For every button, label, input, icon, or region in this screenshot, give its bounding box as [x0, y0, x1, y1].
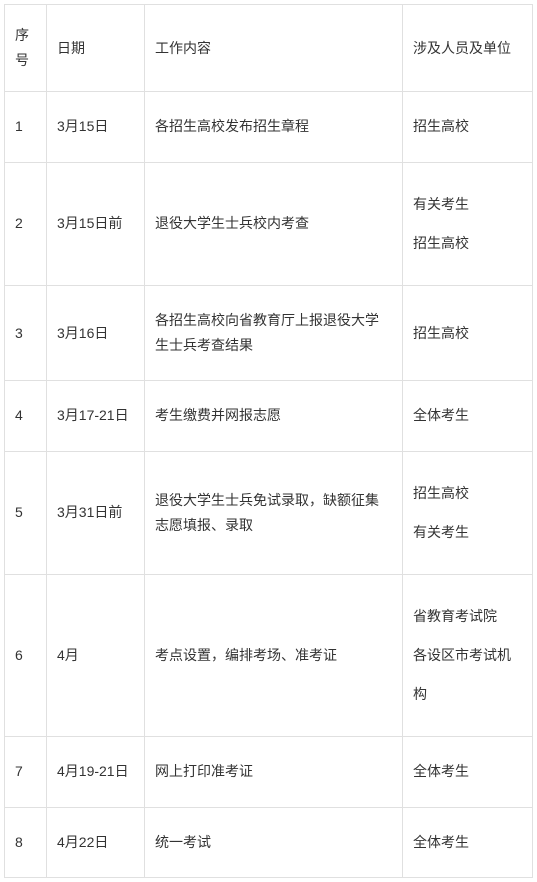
cell-content: 各招生高校发布招生章程 [145, 92, 403, 162]
cell-person: 招生高校 有关考生 [403, 451, 533, 574]
cell-person: 全体考生 [403, 737, 533, 807]
table-header-row: 序号 日期 工作内容 涉及人员及单位 [5, 5, 533, 92]
person-line1: 省教育考试院 [413, 597, 522, 636]
table-row: 8 4月22日 统一考试 全体考生 [5, 807, 533, 877]
header-content: 工作内容 [145, 5, 403, 92]
cell-content: 网上打印准考证 [145, 737, 403, 807]
person-line1: 招生高校 [413, 474, 522, 513]
table-row: 5 3月31日前 退役大学生士兵免试录取，缺额征集志愿填报、录取 招生高校 有关… [5, 451, 533, 574]
cell-date: 4月19-21日 [47, 737, 145, 807]
schedule-table: 序号 日期 工作内容 涉及人员及单位 1 3月15日 各招生高校发布招生章程 招… [4, 4, 533, 878]
cell-person: 全体考生 [403, 381, 533, 451]
cell-num: 8 [5, 807, 47, 877]
cell-date: 3月16日 [47, 285, 145, 380]
cell-content: 退役大学生士兵校内考查 [145, 162, 403, 285]
cell-num: 3 [5, 285, 47, 380]
cell-content: 考点设置，编排考场、准考证 [145, 574, 403, 737]
cell-person: 省教育考试院 各设区市考试机构 [403, 574, 533, 737]
table-row: 7 4月19-21日 网上打印准考证 全体考生 [5, 737, 533, 807]
header-date: 日期 [47, 5, 145, 92]
cell-date: 3月31日前 [47, 451, 145, 574]
cell-date: 3月15日 [47, 92, 145, 162]
cell-num: 6 [5, 574, 47, 737]
table-row: 1 3月15日 各招生高校发布招生章程 招生高校 [5, 92, 533, 162]
cell-num: 7 [5, 737, 47, 807]
cell-content: 退役大学生士兵免试录取，缺额征集志愿填报、录取 [145, 451, 403, 574]
cell-person: 全体考生 [403, 807, 533, 877]
cell-person: 招生高校 [403, 92, 533, 162]
cell-num: 1 [5, 92, 47, 162]
cell-person: 有关考生 招生高校 [403, 162, 533, 285]
cell-content: 考生缴费并网报志愿 [145, 381, 403, 451]
person-line2: 各设区市考试机构 [413, 636, 522, 714]
person-line1: 有关考生 [413, 185, 522, 224]
cell-date: 4月 [47, 574, 145, 737]
cell-num: 2 [5, 162, 47, 285]
cell-content: 各招生高校向省教育厅上报退役大学生士兵考查结果 [145, 285, 403, 380]
cell-num: 5 [5, 451, 47, 574]
cell-date: 3月17-21日 [47, 381, 145, 451]
person-line2: 有关考生 [413, 513, 522, 552]
header-person: 涉及人员及单位 [403, 5, 533, 92]
cell-content: 统一考试 [145, 807, 403, 877]
cell-num: 4 [5, 381, 47, 451]
cell-date: 3月15日前 [47, 162, 145, 285]
cell-person: 招生高校 [403, 285, 533, 380]
header-num: 序号 [5, 5, 47, 92]
table-row: 4 3月17-21日 考生缴费并网报志愿 全体考生 [5, 381, 533, 451]
table-row: 3 3月16日 各招生高校向省教育厅上报退役大学生士兵考查结果 招生高校 [5, 285, 533, 380]
table-row: 6 4月 考点设置，编排考场、准考证 省教育考试院 各设区市考试机构 [5, 574, 533, 737]
person-line2: 招生高校 [413, 224, 522, 263]
cell-date: 4月22日 [47, 807, 145, 877]
table-row: 2 3月15日前 退役大学生士兵校内考查 有关考生 招生高校 [5, 162, 533, 285]
